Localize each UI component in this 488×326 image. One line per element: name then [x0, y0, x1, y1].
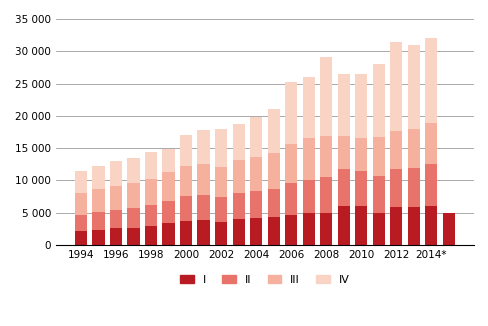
Bar: [110, 228, 122, 245]
Bar: [180, 221, 192, 245]
Bar: [389, 131, 402, 169]
Bar: [425, 38, 437, 123]
Bar: [320, 136, 332, 177]
Bar: [425, 206, 437, 245]
Bar: [425, 164, 437, 206]
Bar: [267, 217, 279, 245]
Bar: [249, 191, 262, 218]
Bar: [92, 166, 104, 189]
Bar: [144, 226, 157, 245]
Bar: [162, 201, 174, 223]
Bar: [215, 167, 227, 197]
Bar: [144, 152, 157, 179]
Bar: [75, 171, 87, 193]
Bar: [162, 172, 174, 201]
Bar: [127, 208, 140, 228]
Bar: [337, 74, 349, 136]
Bar: [372, 214, 384, 245]
Bar: [354, 138, 366, 171]
Bar: [407, 129, 419, 168]
Bar: [110, 185, 122, 210]
Bar: [249, 218, 262, 245]
Bar: [232, 193, 244, 219]
Bar: [110, 161, 122, 185]
Bar: [75, 231, 87, 245]
Bar: [442, 213, 454, 245]
Bar: [267, 153, 279, 189]
Bar: [372, 176, 384, 214]
Bar: [425, 123, 437, 164]
Bar: [354, 206, 366, 245]
Bar: [389, 169, 402, 207]
Bar: [144, 205, 157, 226]
Bar: [249, 157, 262, 191]
Bar: [407, 207, 419, 245]
Bar: [215, 222, 227, 245]
Bar: [320, 177, 332, 213]
Bar: [249, 116, 262, 157]
Bar: [144, 179, 157, 205]
Bar: [92, 230, 104, 245]
Bar: [407, 168, 419, 207]
Bar: [162, 149, 174, 172]
Bar: [75, 215, 87, 231]
Bar: [197, 164, 209, 195]
Legend: I, II, III, IV: I, II, III, IV: [176, 270, 353, 289]
Bar: [337, 206, 349, 245]
Bar: [320, 57, 332, 136]
Bar: [267, 110, 279, 153]
Bar: [407, 45, 419, 129]
Bar: [302, 77, 314, 138]
Bar: [302, 138, 314, 180]
Bar: [389, 42, 402, 131]
Bar: [389, 207, 402, 245]
Bar: [197, 195, 209, 220]
Bar: [337, 169, 349, 206]
Bar: [232, 124, 244, 160]
Bar: [92, 189, 104, 212]
Bar: [232, 219, 244, 245]
Bar: [302, 214, 314, 245]
Bar: [302, 180, 314, 214]
Bar: [267, 189, 279, 217]
Bar: [197, 130, 209, 164]
Bar: [285, 144, 297, 183]
Bar: [127, 183, 140, 208]
Bar: [127, 228, 140, 245]
Bar: [180, 196, 192, 221]
Bar: [354, 171, 366, 206]
Bar: [285, 82, 297, 144]
Bar: [180, 135, 192, 166]
Bar: [127, 158, 140, 183]
Bar: [162, 223, 174, 245]
Bar: [285, 183, 297, 215]
Bar: [110, 210, 122, 228]
Bar: [320, 213, 332, 245]
Bar: [215, 197, 227, 222]
Bar: [372, 137, 384, 176]
Bar: [337, 136, 349, 169]
Bar: [232, 160, 244, 193]
Bar: [354, 74, 366, 138]
Bar: [180, 166, 192, 196]
Bar: [92, 212, 104, 230]
Bar: [215, 129, 227, 167]
Bar: [372, 64, 384, 137]
Bar: [75, 193, 87, 215]
Bar: [285, 215, 297, 245]
Bar: [197, 220, 209, 245]
